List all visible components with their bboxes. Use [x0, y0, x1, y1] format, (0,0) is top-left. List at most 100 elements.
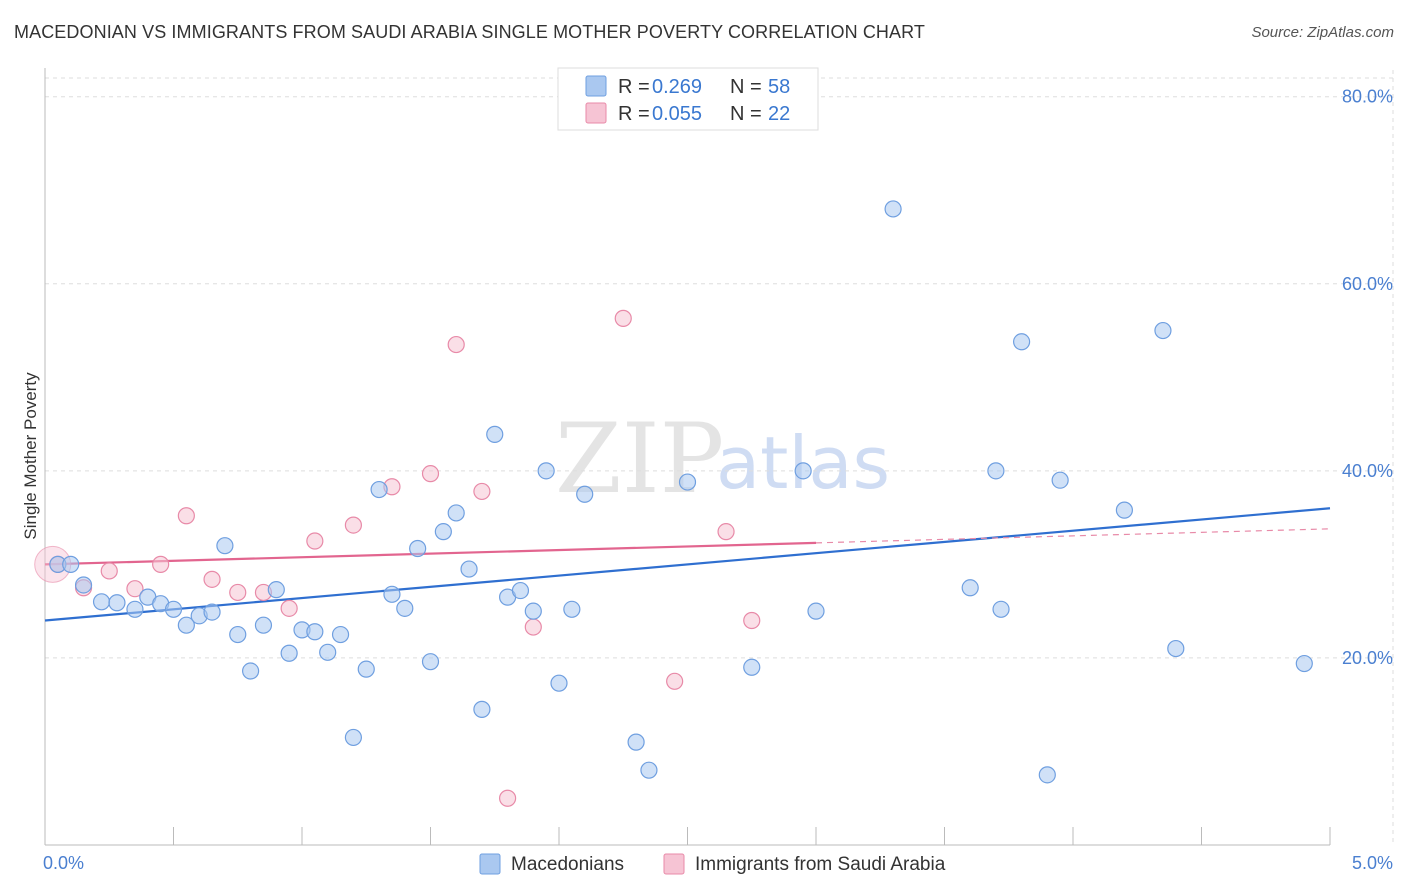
stats-legend: R = 0.269 N = 58 R = 0.055 N = 22 — [557, 67, 819, 131]
data-point-saudi — [280, 599, 298, 617]
axes — [44, 68, 1331, 846]
bottom-legend-swatch-saudi — [663, 853, 685, 875]
bottom-legend-swatch-macedonians — [479, 853, 501, 875]
legend-n-value-2: 22 — [768, 103, 790, 125]
data-point-saudi — [499, 789, 517, 807]
data-point-saudi — [344, 516, 362, 534]
data-point-macedonians — [1167, 639, 1185, 658]
y-tick-label: 20.0% — [1342, 648, 1393, 668]
data-point-macedonians — [331, 625, 350, 644]
series-legend: Macedonians Immigrants from Saudi Arabia — [479, 853, 946, 875]
legend-swatch-macedonians — [585, 75, 607, 97]
y-tick-label: 80.0% — [1342, 87, 1393, 107]
x-tick-label-max: 5.0% — [1352, 853, 1393, 873]
data-point-macedonians — [306, 623, 324, 641]
data-point-macedonians — [267, 581, 285, 599]
data-point-macedonians — [537, 462, 555, 480]
data-point-macedonians — [434, 523, 452, 541]
data-point-macedonians — [92, 593, 111, 611]
data-point-macedonians — [794, 462, 812, 480]
data-points — [34, 200, 1313, 807]
data-point-macedonians — [992, 600, 1010, 618]
legend-n-label-1: N = — [730, 76, 762, 98]
data-point-saudi — [100, 562, 118, 580]
x-tick-label-min: 0.0% — [43, 853, 84, 873]
data-point-macedonians — [678, 473, 697, 491]
legend-r-value-2: 0.055 — [652, 103, 702, 125]
data-point-saudi — [177, 507, 195, 525]
trend-line-macedonians — [44, 507, 1331, 622]
data-point-saudi — [666, 672, 684, 690]
trend-line-saudi — [44, 541, 817, 566]
data-point-saudi — [614, 309, 632, 327]
legend-n-value-1: 58 — [768, 76, 790, 98]
data-point-macedonians — [987, 462, 1005, 480]
data-point-macedonians — [1154, 321, 1172, 340]
data-point-macedonians — [177, 616, 195, 634]
data-point-macedonians — [460, 560, 478, 578]
data-point-saudi — [203, 570, 221, 588]
data-point-macedonians — [1038, 766, 1056, 784]
data-point-macedonians — [229, 625, 247, 644]
bottom-legend-label-macedonians: Macedonians — [511, 854, 624, 875]
chart-title: MACEDONIAN VS IMMIGRANTS FROM SAUDI ARAB… — [14, 22, 926, 42]
legend-n-label-2: N = — [730, 103, 762, 125]
data-point-macedonians — [576, 485, 594, 503]
data-point-macedonians — [254, 616, 273, 634]
data-point-macedonians — [370, 480, 388, 499]
data-point-macedonians — [486, 425, 504, 443]
tick-labels: 20.0% 40.0% 60.0% 80.0% 0.0% 5.0% — [43, 87, 1393, 873]
data-point-macedonians — [357, 660, 375, 678]
data-point-macedonians — [884, 200, 902, 218]
data-point-macedonians — [74, 576, 93, 594]
data-point-macedonians — [1115, 501, 1134, 519]
data-point-macedonians — [511, 581, 530, 600]
data-point-macedonians — [164, 600, 183, 618]
data-point-macedonians — [627, 733, 645, 751]
data-point-macedonians — [524, 602, 542, 620]
data-point-macedonians — [319, 643, 337, 661]
data-point-macedonians — [961, 579, 979, 597]
data-point-macedonians — [62, 555, 80, 573]
data-point-saudi — [743, 611, 761, 630]
data-point-macedonians — [563, 600, 581, 618]
data-point-macedonians — [396, 599, 414, 617]
y-axis-title: Single Mother Poverty — [21, 372, 40, 540]
trend-line-saudi-extrapolated — [815, 528, 1331, 544]
data-point-macedonians — [108, 594, 126, 612]
legend-swatch-saudi — [585, 102, 607, 124]
data-point-macedonians — [1051, 471, 1069, 489]
data-point-macedonians — [242, 662, 260, 680]
y-tick-label: 40.0% — [1342, 461, 1393, 481]
legend-r-label-1: R = — [618, 76, 650, 98]
data-point-saudi — [126, 580, 144, 598]
data-point-saudi — [421, 465, 440, 483]
data-point-macedonians — [383, 585, 401, 603]
data-point-macedonians — [743, 658, 761, 676]
data-point-saudi — [306, 532, 324, 550]
data-point-saudi — [152, 555, 170, 573]
data-point-macedonians — [216, 537, 234, 555]
data-point-saudi — [229, 583, 247, 602]
data-point-saudi — [524, 618, 542, 636]
bottom-legend-label-saudi: Immigrants from Saudi Arabia — [695, 854, 946, 875]
data-point-saudi — [473, 482, 491, 501]
data-point-macedonians — [447, 504, 465, 522]
data-point-macedonians — [280, 644, 298, 662]
data-point-macedonians — [1012, 333, 1031, 351]
trend-lines — [44, 507, 1331, 622]
data-point-macedonians — [203, 603, 221, 621]
data-point-macedonians — [550, 674, 568, 692]
data-point-saudi — [447, 335, 465, 354]
data-point-macedonians — [1295, 654, 1313, 673]
source-credit: Source: ZipAtlas.com — [1251, 24, 1394, 41]
data-point-saudi — [717, 523, 735, 541]
data-point-macedonians — [409, 539, 427, 558]
data-point-macedonians — [473, 700, 491, 718]
data-point-macedonians — [807, 602, 825, 620]
data-point-macedonians — [640, 761, 658, 779]
legend-r-value-1: 0.269 — [652, 76, 702, 98]
data-point-macedonians — [126, 600, 144, 618]
legend-r-label-2: R = — [618, 103, 650, 125]
